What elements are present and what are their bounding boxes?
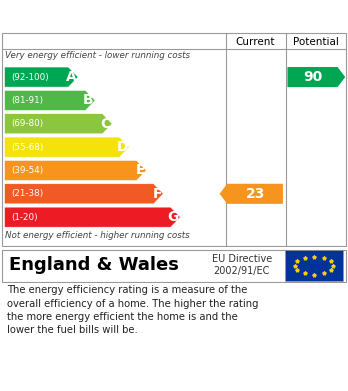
Text: Not energy efficient - higher running costs: Not energy efficient - higher running co…: [5, 231, 190, 240]
Polygon shape: [5, 160, 146, 181]
Text: A: A: [66, 70, 77, 84]
Text: 90: 90: [303, 70, 322, 84]
Text: F: F: [152, 187, 162, 201]
Text: (21-38): (21-38): [11, 189, 43, 198]
Polygon shape: [220, 184, 283, 204]
Polygon shape: [5, 114, 112, 134]
Text: (92-100): (92-100): [11, 73, 48, 82]
Bar: [285, 250, 343, 282]
Text: (39-54): (39-54): [11, 166, 43, 175]
Polygon shape: [287, 67, 345, 87]
Text: Energy Efficiency Rating: Energy Efficiency Rating: [60, 6, 288, 25]
Text: Very energy efficient - lower running costs: Very energy efficient - lower running co…: [5, 51, 190, 60]
Text: The energy efficiency rating is a measure of the
overall efficiency of a home. T: The energy efficiency rating is a measur…: [7, 285, 259, 335]
Text: (55-68): (55-68): [11, 143, 43, 152]
Polygon shape: [5, 137, 129, 157]
Text: B: B: [83, 93, 94, 108]
Text: (1-20): (1-20): [11, 213, 38, 222]
Text: Potential: Potential: [293, 37, 339, 47]
Polygon shape: [5, 67, 78, 87]
Polygon shape: [5, 184, 163, 204]
Text: G: G: [168, 210, 179, 224]
Text: C: C: [101, 117, 111, 131]
Text: Current: Current: [235, 37, 275, 47]
Text: (81-91): (81-91): [11, 96, 43, 105]
Polygon shape: [5, 90, 95, 110]
Text: D: D: [116, 140, 128, 154]
Text: England & Wales: England & Wales: [9, 256, 179, 274]
Text: E: E: [135, 163, 145, 178]
Text: (69-80): (69-80): [11, 119, 43, 128]
Text: 23: 23: [245, 187, 265, 201]
Polygon shape: [5, 207, 180, 227]
Text: EU Directive
2002/91/EC: EU Directive 2002/91/EC: [212, 255, 272, 276]
